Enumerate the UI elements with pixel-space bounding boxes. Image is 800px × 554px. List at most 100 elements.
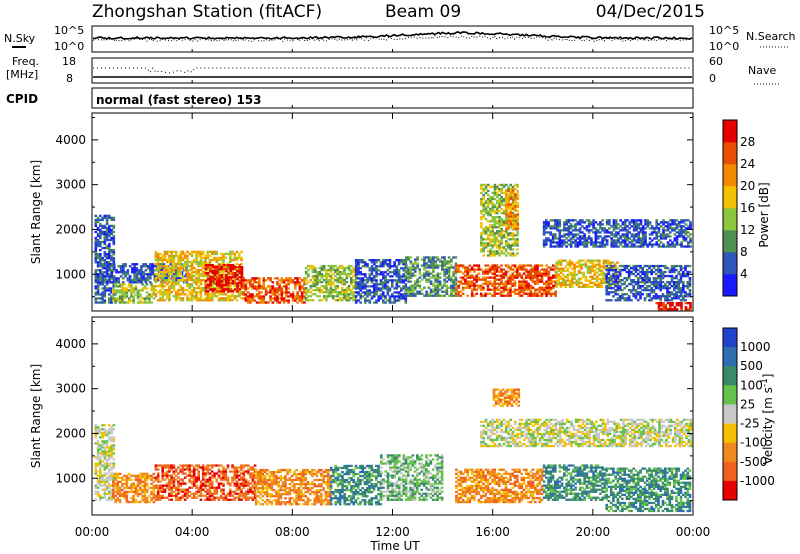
heatmap-cell bbox=[260, 297, 263, 300]
heatmap-cell bbox=[655, 235, 658, 238]
heatmap-cell bbox=[177, 279, 180, 282]
heatmap-cell bbox=[195, 250, 198, 253]
heatmap-cell bbox=[641, 270, 644, 274]
heatmap-cell bbox=[502, 220, 506, 223]
heatmap-cell bbox=[436, 274, 440, 277]
velocity-cells bbox=[94, 388, 693, 513]
heatmap-cell bbox=[493, 252, 497, 255]
heatmap-cell bbox=[565, 241, 568, 244]
heatmap-cell bbox=[661, 293, 665, 296]
heatmap-cell bbox=[632, 279, 635, 282]
heatmap-cell bbox=[220, 280, 224, 283]
heatmap-cell bbox=[211, 266, 214, 269]
heatmap-cell bbox=[513, 266, 517, 269]
heatmap-cell bbox=[303, 289, 306, 292]
heatmap-cell bbox=[418, 270, 422, 273]
heatmap-cell bbox=[359, 277, 362, 280]
heatmap-cell bbox=[655, 243, 658, 246]
heatmap-cell bbox=[507, 244, 510, 247]
heatmap-cell bbox=[509, 215, 513, 218]
heatmap-cell bbox=[206, 284, 210, 287]
heatmap-cell bbox=[677, 295, 681, 298]
heatmap-cell bbox=[518, 280, 521, 283]
heatmap-cell bbox=[231, 272, 235, 275]
heatmap-cell bbox=[659, 221, 663, 224]
heatmap-cell bbox=[454, 256, 458, 259]
heatmap-cell bbox=[639, 281, 642, 284]
heatmap-cell bbox=[425, 278, 428, 281]
heatmap-cell bbox=[188, 291, 191, 294]
heatmap-cell bbox=[307, 268, 310, 272]
heatmap-cell bbox=[334, 268, 337, 272]
heatmap-cell bbox=[554, 219, 557, 222]
heatmap-cell bbox=[382, 273, 385, 276]
heatmap-cell bbox=[486, 230, 490, 233]
heatmap-cell bbox=[231, 293, 234, 296]
heatmap-cell bbox=[320, 268, 324, 272]
heatmap-cell bbox=[559, 281, 563, 284]
heatmap-cell bbox=[614, 268, 617, 272]
heatmap-cell bbox=[513, 284, 517, 287]
heatmap-cell bbox=[375, 279, 378, 282]
heatmap-cell bbox=[657, 268, 660, 272]
heatmap-cell bbox=[179, 268, 182, 272]
heatmap-cell bbox=[163, 281, 167, 284]
heatmap-cell bbox=[686, 285, 690, 288]
heatmap-cell bbox=[607, 285, 611, 288]
heatmap-cell bbox=[625, 285, 629, 288]
heatmap-cell bbox=[441, 268, 444, 271]
heatmap-cell bbox=[502, 268, 505, 271]
heatmap-cell bbox=[486, 264, 490, 267]
heatmap-cell bbox=[96, 279, 100, 282]
heatmap-cell bbox=[645, 274, 649, 278]
heatmap-cell bbox=[668, 281, 672, 284]
heatmap-cell bbox=[121, 285, 124, 288]
heatmap-cell bbox=[236, 284, 239, 287]
heatmap-cell bbox=[418, 268, 422, 271]
heatmap-cell bbox=[666, 245, 670, 248]
heatmap-cell bbox=[377, 265, 381, 268]
heatmap-cell bbox=[238, 282, 242, 285]
heatmap-cell bbox=[206, 266, 210, 269]
heatmap-cell bbox=[599, 225, 602, 228]
heatmap-cell bbox=[482, 195, 485, 199]
heatmap-cell bbox=[509, 211, 513, 214]
heatmap-cell bbox=[555, 275, 558, 278]
heatmap-cell bbox=[534, 268, 537, 271]
heatmap-cell bbox=[104, 263, 107, 266]
heatmap-cell bbox=[614, 235, 618, 238]
heatmap-cell bbox=[527, 288, 530, 291]
heatmap-cell bbox=[574, 241, 577, 244]
heatmap-cell bbox=[405, 292, 408, 295]
heatmap-cell bbox=[461, 266, 465, 269]
heatmap-cell bbox=[594, 241, 598, 244]
heatmap-cell bbox=[475, 284, 478, 287]
heatmap-cell bbox=[529, 276, 533, 279]
heatmap-cell bbox=[675, 237, 679, 240]
heatmap-cell bbox=[215, 258, 219, 262]
heatmap-cell bbox=[652, 285, 656, 288]
heatmap-cell bbox=[168, 258, 171, 262]
heatmap-cell bbox=[675, 287, 678, 290]
heatmap-cell bbox=[502, 274, 505, 277]
heatmap-cell bbox=[357, 299, 360, 302]
heatmap-cell bbox=[354, 275, 358, 278]
heatmap-cell bbox=[545, 280, 548, 283]
heatmap-cell bbox=[373, 293, 376, 296]
heatmap-cell bbox=[94, 490, 98, 493]
heatmap-cell bbox=[594, 233, 598, 236]
heatmap-cell bbox=[500, 199, 503, 203]
heatmap-cell bbox=[680, 231, 683, 234]
heatmap-cell bbox=[502, 286, 505, 289]
heatmap-cell bbox=[99, 218, 102, 221]
heatmap-cell bbox=[670, 293, 674, 296]
heatmap-cell bbox=[99, 232, 102, 236]
heatmap-cell bbox=[598, 259, 601, 262]
heatmap-cell bbox=[590, 237, 593, 240]
heatmap-cell bbox=[500, 270, 503, 273]
heatmap-cell bbox=[181, 299, 185, 302]
heatmap-cell bbox=[130, 293, 133, 296]
heatmap-cell bbox=[130, 289, 133, 292]
heatmap-cell bbox=[218, 264, 221, 267]
heatmap-cell bbox=[669, 306, 672, 309]
